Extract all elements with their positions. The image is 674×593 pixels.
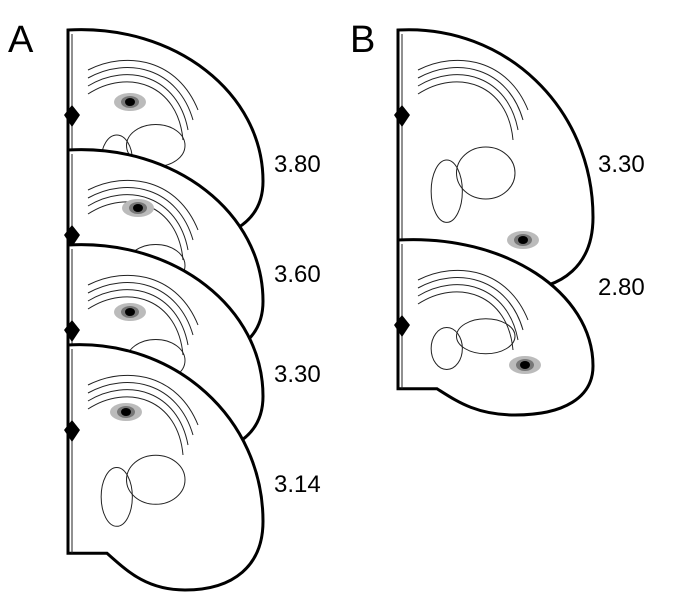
- ventricle: [64, 320, 80, 342]
- contour: [87, 289, 189, 346]
- ventricle: [64, 105, 80, 127]
- contour: [417, 74, 519, 131]
- contour: [417, 277, 524, 331]
- contour: [417, 81, 514, 141]
- contour: [87, 389, 189, 446]
- contour: [417, 291, 514, 351]
- contour: [87, 382, 194, 436]
- contour: [87, 282, 194, 336]
- contour: [87, 296, 184, 356]
- ventricle: [394, 315, 410, 337]
- section-label: 3.30: [274, 361, 321, 388]
- ventricle: [64, 225, 80, 247]
- contour: [87, 179, 199, 231]
- contour: [417, 269, 529, 321]
- contour: [87, 81, 184, 141]
- section-label: 3.80: [274, 151, 321, 178]
- contour: [417, 67, 524, 121]
- lesion-core: [520, 361, 530, 369]
- region: [430, 159, 463, 223]
- contour: [87, 74, 189, 131]
- contour: [87, 59, 199, 111]
- section-label: 3.30: [598, 151, 645, 178]
- ventricle: [64, 420, 80, 442]
- region: [100, 467, 133, 527]
- contour: [87, 374, 199, 426]
- lesion-core: [121, 408, 131, 416]
- ventricle: [394, 105, 410, 127]
- lesion-core: [133, 204, 143, 212]
- region: [456, 318, 516, 355]
- contour: [417, 59, 529, 111]
- section-outline: [396, 238, 595, 417]
- region: [456, 146, 516, 200]
- contour: [87, 187, 194, 241]
- lesion-core: [518, 236, 528, 244]
- contour: [87, 274, 199, 326]
- lesion-core: [125, 308, 135, 316]
- contour: [87, 67, 194, 121]
- lesion-core: [125, 98, 135, 106]
- contour: [417, 284, 519, 341]
- contour: [87, 194, 189, 251]
- region: [430, 327, 463, 370]
- section-label: 3.60: [274, 261, 321, 288]
- region: [126, 454, 186, 505]
- section-label: 3.14: [274, 471, 321, 498]
- sections: [64, 28, 595, 592]
- panel-label: A: [8, 19, 34, 61]
- panel-label: B: [350, 19, 375, 61]
- contour: [87, 396, 184, 456]
- section-label: 2.80: [598, 274, 645, 301]
